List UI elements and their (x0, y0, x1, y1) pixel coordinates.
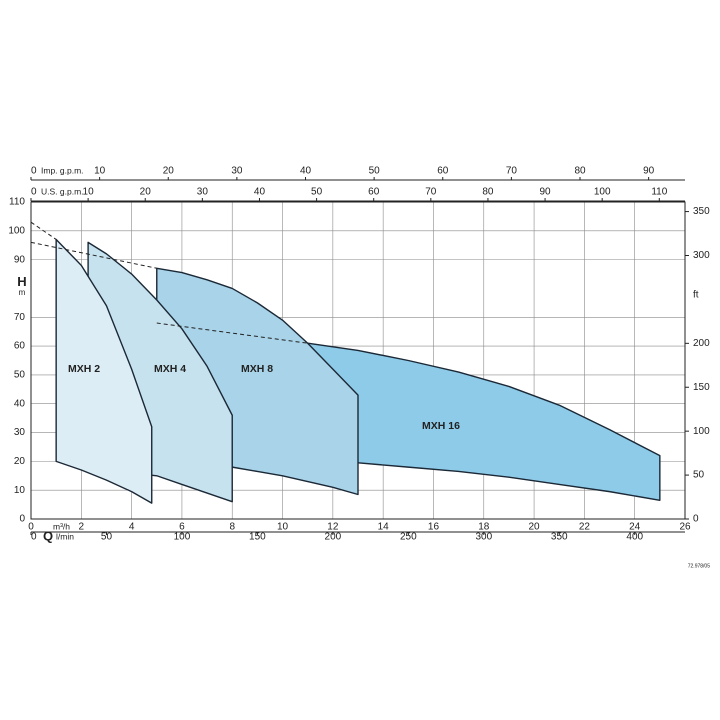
y-tick-label: 70 (14, 312, 26, 323)
x-tick-label: 6 (179, 522, 185, 533)
x-tick-label: 16 (428, 522, 440, 533)
axis-tick-label: 50 (369, 166, 381, 177)
axis-tick-label: 60 (437, 166, 449, 177)
x-tick-label: 26 (679, 522, 691, 533)
axis-tick-label: 40 (300, 166, 312, 177)
axis-tick-label: 30 (197, 187, 209, 198)
axis-tick-label: 10 (94, 166, 106, 177)
area (55, 238, 153, 504)
axis-tick-label: 350 (551, 532, 568, 543)
axis-name: Q (43, 528, 53, 543)
axis-unit: l/min (56, 531, 74, 541)
y-tick-label: 90 (14, 254, 26, 265)
axis-tick-label: 200 (325, 532, 342, 543)
x-tick-label: 18 (478, 522, 490, 533)
y2-tick-label: 100 (693, 426, 710, 437)
axis-tick-label: 70 (506, 166, 518, 177)
axis-tick-label: 0 (31, 166, 37, 177)
axis-tick-label: 100 (174, 532, 191, 543)
axis-tick-label: 150 (249, 532, 266, 543)
axis-tick-label: 100 (594, 187, 611, 198)
area (306, 342, 661, 501)
y-axis-label: H (17, 274, 26, 289)
y-tick-label: 0 (19, 514, 25, 525)
axis-tick-label: 50 (311, 187, 323, 198)
series-label: MXH 8 (241, 363, 273, 375)
y-tick-label: 40 (14, 398, 26, 409)
series-label: MXH 4 (154, 363, 186, 375)
axis-tick-label: 20 (140, 187, 152, 198)
y-tick-label: 30 (14, 427, 26, 438)
y-unit-label: m (19, 288, 26, 297)
axis-tick-label: 70 (425, 187, 437, 198)
x-tick-label: 10 (277, 522, 289, 533)
axis-tick-label: 60 (368, 187, 380, 198)
axis-unit: U.S. g.p.m. (41, 186, 84, 196)
y2-tick-label: 0 (693, 514, 699, 525)
axis-tick-label: 80 (574, 166, 586, 177)
series-label: MXH 16 (422, 420, 460, 432)
dashed-line (30, 241, 157, 269)
x-tick-label: 14 (378, 522, 390, 533)
axis-tick-label: 30 (231, 166, 243, 177)
axis-tick-label: 20 (163, 166, 175, 177)
y2-tick-label: 200 (693, 338, 710, 349)
x-tick-label: 4 (129, 522, 135, 533)
y-tick-label: 60 (14, 341, 26, 352)
x-tick-label: 12 (327, 522, 339, 533)
dashed-line (156, 322, 308, 344)
y2-tick-label: 300 (693, 250, 710, 261)
plot-frame (30, 201, 686, 520)
axis-tick-label: 400 (626, 532, 643, 543)
x-tick-label: 8 (229, 522, 235, 533)
series-label: MXH 2 (68, 363, 100, 375)
x-unit-label: m³/h (53, 521, 70, 531)
x-tick-label: 24 (629, 522, 641, 533)
y-tick-label: 50 (14, 370, 26, 381)
y2-tick-label: 150 (693, 382, 710, 393)
axis-tick-label: 300 (475, 532, 492, 543)
y-tick-label: 20 (14, 456, 26, 467)
axis-tick-label: 0 (31, 187, 37, 198)
axis-tick-label: 10 (83, 187, 95, 198)
x-tick-label: 20 (529, 522, 541, 533)
x-tick-label: 2 (79, 522, 85, 533)
axis-tick-label: 40 (254, 187, 266, 198)
y2-unit-label: ft (693, 290, 699, 301)
axis-tick-label: 250 (400, 532, 417, 543)
axis-tick-label: 90 (643, 166, 655, 177)
y-tick-label: 100 (8, 225, 25, 236)
axis-unit: Imp. g.p.m. (41, 165, 84, 175)
y2-tick-label: 350 (693, 206, 710, 217)
axis-tick-label: 0 (31, 532, 37, 543)
axis-tick-label: 110 (651, 187, 667, 198)
dashed-line (30, 221, 57, 240)
y2-tick-label: 50 (693, 470, 705, 481)
y-tick-label: 110 (9, 197, 25, 208)
x-tick-label: 0 (28, 522, 34, 533)
axis-tick-label: 80 (482, 187, 494, 198)
y-tick-label: 10 (14, 485, 26, 496)
axis-tick-label: 90 (539, 187, 551, 198)
x-tick-label: 22 (579, 522, 591, 533)
footnote: 72.978/05 (688, 563, 710, 569)
axis-tick-label: 50 (101, 532, 113, 543)
